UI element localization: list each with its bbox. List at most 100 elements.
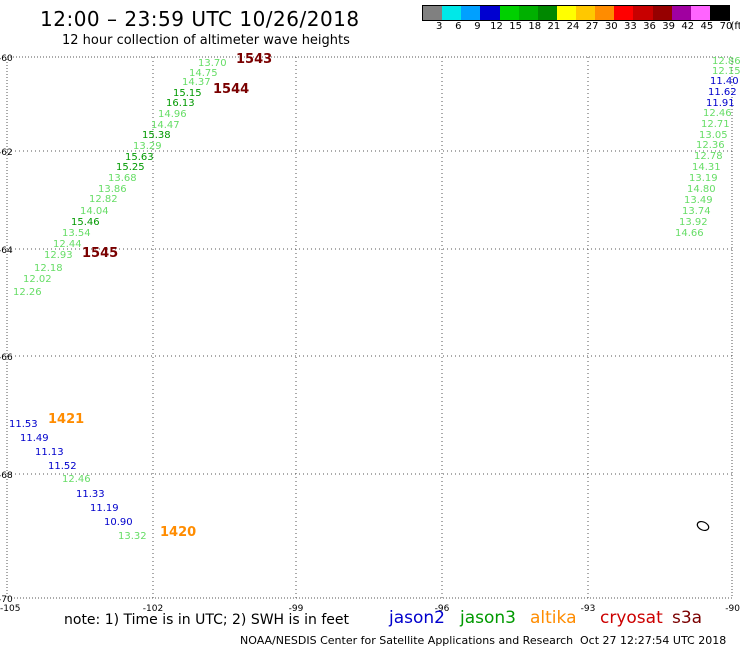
scale-tick-label: 21 [547,21,561,32]
latitude-label: -68 [0,471,13,481]
wave-height-label: 11.13 [35,447,64,458]
wave-height-label: 15.46 [71,217,100,228]
wave-height-label: 13.05 [699,130,728,141]
wave-height-label: 13.74 [682,206,711,217]
scale-tick-label: 70 [719,21,733,32]
wave-height-label: 13.68 [108,173,137,184]
scale-tick-label: 15 [509,21,522,32]
scale-unit-label: (ft) [730,21,740,32]
scale-tick-label: 33 [624,21,637,32]
wave-height-label: 13.19 [689,173,718,184]
map-subtitle: 12 hour collection of altimeter wave hei… [62,33,350,48]
wave-height-label: 11.53 [9,419,38,430]
longitude-label: -99 [289,604,304,614]
wave-height-label: 12.46 [703,108,732,119]
scale-swatch [556,6,576,20]
color-scale-bar [422,5,730,21]
wave-height-label: 15.38 [142,130,171,141]
scale-tick-label: 9 [474,21,481,32]
scale-tick-label: 18 [528,21,542,32]
scale-tick-label: 42 [681,21,695,32]
wave-height-label: 11.91 [706,98,735,109]
scale-swatch [709,6,729,20]
wave-height-label: 15.63 [125,152,154,163]
longitude-label: -90 [725,604,740,614]
wave-height-label: 12.71 [701,119,730,130]
legend-jason3: jason3 [460,608,516,628]
legend-jason2: jason2 [389,608,445,628]
scale-swatch [480,6,500,20]
scale-swatch [671,6,691,20]
wave-height-label: 14.47 [151,120,180,131]
wave-height-label: 13.49 [684,195,713,206]
footer-note: note: 1) Time is in UTC; 2) SWH is in fe… [64,612,350,628]
longitude-label: -96 [435,604,450,614]
scale-tick-label: 12 [490,21,503,32]
wave-height-label: 14.66 [675,228,704,239]
wave-height-label: 12.36 [696,140,725,151]
legend-altika: altika [530,608,577,628]
wave-height-label: 14.04 [80,206,109,217]
scale-swatch [518,6,538,20]
latitude-label: -64 [0,246,13,256]
wave-height-label: 12.86 [712,56,740,67]
timestamp-text: Oct 27 12:27:54 UTC 2018 [580,634,727,647]
wave-height-label: 12.44 [53,239,82,250]
wave-height-label: 14.80 [687,184,716,195]
longitude-label: -93 [581,604,596,614]
scale-tick-label: 27 [585,21,599,32]
wave-height-label: 13.86 [98,184,127,195]
wave-height-label: 12.15 [712,66,740,77]
wave-height-label: 13.32 [118,531,147,542]
scale-tick-label: 3 [435,21,443,32]
map-title: 12:00 – 23:59 UTC 10/26/2018 [40,7,360,31]
wave-height-label: 12.93 [44,250,73,261]
wave-height-label: 13.54 [62,228,91,239]
scale-swatch [499,6,519,20]
wave-height-label: 11.33 [76,489,105,500]
latitude-label: -62 [0,148,13,158]
wave-height-label: 12.18 [34,263,63,274]
wave-height-label: 11.62 [708,87,737,98]
scale-swatch [537,6,557,20]
pass-number-label: 1421 [48,412,84,427]
scale-tick-label: 6 [455,21,462,32]
wave-height-label: 14.96 [158,109,187,120]
scale-swatch [633,6,653,20]
wave-height-label: 15.25 [116,162,145,173]
wave-height-label: 14.75 [189,68,218,79]
scale-swatch [576,6,596,20]
scale-tick-label: 36 [643,21,656,32]
legend-cryosat: cryosat [600,608,663,628]
longitude-label: -105 [0,604,20,614]
wave-height-label: 10.90 [104,517,133,528]
wave-height-label: 13.29 [133,141,162,152]
pass-number-label: 1420 [160,525,196,540]
wave-height-label: 12.78 [694,151,723,162]
scale-tick-label: 39 [662,21,675,32]
wave-height-label: 13.92 [679,217,708,228]
scale-tick-label: 45 [700,21,714,32]
pass-number-label: 1544 [213,82,249,97]
scale-swatch [595,6,615,20]
wave-height-label: 11.52 [48,461,77,472]
wave-height-label: 13.70 [198,58,227,69]
longitude-label: -102 [143,604,163,614]
island-outline [696,520,710,532]
wave-height-label: 12.46 [62,474,91,485]
wave-height-label: 12.82 [89,194,118,205]
wave-height-label: 12.26 [13,287,42,298]
credit-text: NOAA/NESDIS Center for Satellite Applica… [240,634,574,647]
pass-number-label: 1545 [82,246,118,261]
scale-swatch [423,6,443,20]
wave-height-label: 14.37 [182,77,211,88]
scale-swatch [614,6,634,20]
wave-height-label: 14.31 [692,162,721,173]
latitude-label: -70 [0,595,13,605]
scale-swatch [442,6,462,20]
wave-height-label: 16.13 [166,98,195,109]
wave-height-label: 11.49 [20,433,49,444]
